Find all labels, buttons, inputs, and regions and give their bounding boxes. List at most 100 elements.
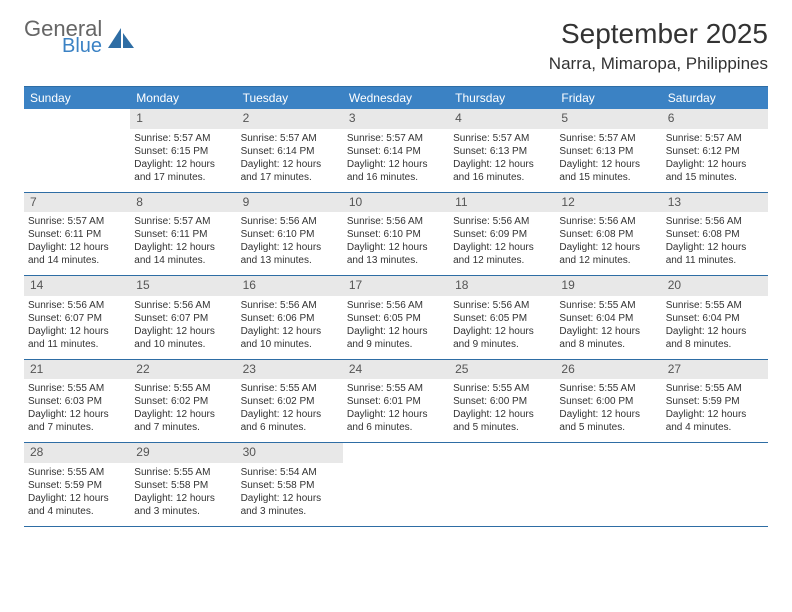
daylight-text: and 11 minutes. [28,338,126,351]
sunset-text: Sunset: 6:08 PM [666,228,764,241]
month-title: September 2025 [549,18,768,50]
day-number: 28 [24,443,130,463]
daylight-text: and 14 minutes. [28,254,126,267]
day-number: 7 [24,193,130,213]
day-cell: . [449,443,555,526]
daylight-text: Daylight: 12 hours [453,241,551,254]
sunrise-text: Sunrise: 5:56 AM [559,215,657,228]
day-cell: 26Sunrise: 5:55 AMSunset: 6:00 PMDayligh… [555,360,661,443]
day-cell: 7 Sunrise: 5:57 AMSunset: 6:11 PMDaylight… [24,193,130,276]
day-cell: 27Sunrise: 5:55 AMSunset: 5:59 PMDayligh… [662,360,768,443]
sunset-text: Sunset: 6:05 PM [453,312,551,325]
sunset-text: Sunset: 6:00 PM [453,395,551,408]
day-cell: 2Sunrise: 5:57 AMSunset: 6:14 PMDaylight… [237,109,343,192]
sunrise-text: Sunrise: 5:55 AM [241,382,339,395]
daylight-text: Daylight: 12 hours [241,492,339,505]
sunset-text: Sunset: 6:10 PM [241,228,339,241]
daylight-text: Daylight: 12 hours [453,325,551,338]
sunset-text: Sunset: 6:08 PM [559,228,657,241]
day-body: Sunrise: 5:55 AMSunset: 5:59 PMDaylight:… [662,379,768,442]
daylight-text: and 17 minutes. [241,171,339,184]
sunrise-text: Sunrise: 5:55 AM [559,299,657,312]
daylight-text: Daylight: 12 hours [241,241,339,254]
day-number: 2 [237,109,343,129]
day-number: 9 [237,193,343,213]
day-body: Sunrise: 5:57 AMSunset: 6:13 PMDaylight:… [449,129,555,192]
day-body: Sunrise: 5:55 AMSunset: 6:02 PMDaylight:… [237,379,343,442]
week-row: .1Sunrise: 5:57 AMSunset: 6:15 PMDayligh… [24,109,768,193]
daylight-text: Daylight: 12 hours [28,325,126,338]
daylight-text: and 6 minutes. [241,421,339,434]
daylight-text: Daylight: 12 hours [666,241,764,254]
day-number: 11 [449,193,555,213]
sunrise-text: Sunrise: 5:54 AM [241,466,339,479]
day-number: 13 [662,193,768,213]
sunrise-text: Sunrise: 5:55 AM [347,382,445,395]
daylight-text: Daylight: 12 hours [559,325,657,338]
week-row: 21Sunrise: 5:55 AMSunset: 6:03 PMDayligh… [24,360,768,444]
day-cell: 25Sunrise: 5:55 AMSunset: 6:00 PMDayligh… [449,360,555,443]
day-cell: 8Sunrise: 5:57 AMSunset: 6:11 PMDaylight… [130,193,236,276]
sunrise-text: Sunrise: 5:56 AM [347,299,445,312]
day-number: 17 [343,276,449,296]
sunrise-text: Sunrise: 5:55 AM [134,382,232,395]
daylight-text: Daylight: 12 hours [666,158,764,171]
daylight-text: Daylight: 12 hours [347,408,445,421]
day-cell: . [343,443,449,526]
day-number: 6 [662,109,768,129]
daylight-text: Daylight: 12 hours [134,241,232,254]
weekday-header: Friday [555,87,661,109]
sunrise-text: Sunrise: 5:56 AM [666,215,764,228]
day-body: Sunrise: 5:56 AMSunset: 6:09 PMDaylight:… [449,212,555,275]
daylight-text: Daylight: 12 hours [28,241,126,254]
sunrise-text: Sunrise: 5:56 AM [241,299,339,312]
day-body: Sunrise: 5:56 AMSunset: 6:08 PMDaylight:… [555,212,661,275]
sunrise-text: Sunrise: 5:57 AM [347,132,445,145]
sunset-text: Sunset: 5:59 PM [666,395,764,408]
day-number: 15 [130,276,236,296]
logo-text-blue: Blue [62,36,102,56]
day-cell: 1Sunrise: 5:57 AMSunset: 6:15 PMDaylight… [130,109,236,192]
sunrise-text: Sunrise: 5:57 AM [28,215,126,228]
week-row: 14Sunrise: 5:56 AMSunset: 6:07 PMDayligh… [24,276,768,360]
sunrise-text: Sunrise: 5:55 AM [666,382,764,395]
day-cell: 12Sunrise: 5:56 AMSunset: 6:08 PMDayligh… [555,193,661,276]
day-cell: 28Sunrise: 5:55 AMSunset: 5:59 PMDayligh… [24,443,130,526]
daylight-text: and 5 minutes. [559,421,657,434]
daylight-text: Daylight: 12 hours [347,241,445,254]
daylight-text: and 12 minutes. [453,254,551,267]
day-body: Sunrise: 5:57 AMSunset: 6:11 PMDaylight:… [130,212,236,275]
sunrise-text: Sunrise: 5:56 AM [134,299,232,312]
day-number: 22 [130,360,236,380]
sunrise-text: Sunrise: 5:57 AM [134,215,232,228]
daylight-text: Daylight: 12 hours [666,408,764,421]
weekday-header: Monday [130,87,236,109]
day-number: 8 [130,193,236,213]
sunset-text: Sunset: 6:10 PM [347,228,445,241]
daylight-text: Daylight: 12 hours [241,325,339,338]
sunset-text: Sunset: 6:02 PM [134,395,232,408]
sunrise-text: Sunrise: 5:55 AM [28,382,126,395]
page-header: General Blue September 2025 Narra, Mimar… [24,18,768,74]
day-cell: 20Sunrise: 5:55 AMSunset: 6:04 PMDayligh… [662,276,768,359]
daylight-text: and 16 minutes. [453,171,551,184]
sunrise-text: Sunrise: 5:56 AM [28,299,126,312]
logo: General Blue [24,18,134,56]
daylight-text: and 9 minutes. [453,338,551,351]
sunrise-text: Sunrise: 5:57 AM [241,132,339,145]
day-number: 3 [343,109,449,129]
day-number: 26 [555,360,661,380]
day-cell: . [662,443,768,526]
day-body: Sunrise: 5:54 AMSunset: 5:58 PMDaylight:… [237,463,343,526]
day-cell: 29Sunrise: 5:55 AMSunset: 5:58 PMDayligh… [130,443,236,526]
day-body: Sunrise: 5:55 AMSunset: 5:58 PMDaylight:… [130,463,236,526]
sunset-text: Sunset: 5:58 PM [134,479,232,492]
day-cell: 24Sunrise: 5:55 AMSunset: 6:01 PMDayligh… [343,360,449,443]
daylight-text: Daylight: 12 hours [134,492,232,505]
sunset-text: Sunset: 6:11 PM [28,228,126,241]
sunrise-text: Sunrise: 5:56 AM [453,299,551,312]
sunrise-text: Sunrise: 5:57 AM [666,132,764,145]
daylight-text: and 16 minutes. [347,171,445,184]
day-number: 21 [24,360,130,380]
daylight-text: and 3 minutes. [241,505,339,518]
